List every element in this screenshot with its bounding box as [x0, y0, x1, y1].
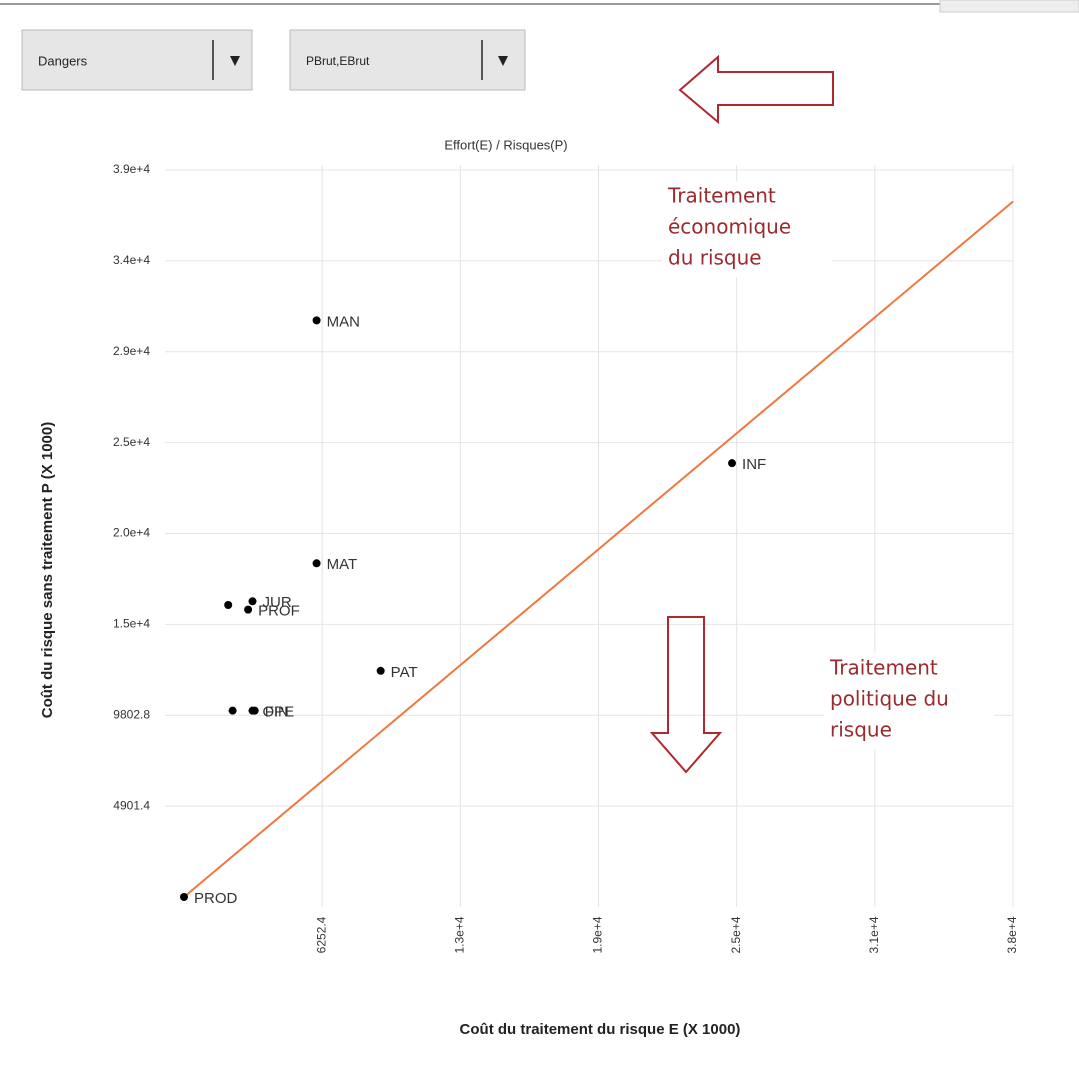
point — [180, 893, 188, 901]
x-tick-label: 1.3e+4 — [453, 916, 467, 953]
annotation: économique — [668, 215, 791, 239]
point-label: INF — [742, 456, 766, 473]
x-axis-label: Coût du traitement du risque E (X 1000) — [460, 1021, 741, 1038]
plot: Effort(E) / Risques(P) 4901.4 9802.8 1.5e+4… — [39, 137, 1019, 1038]
y-tick-label: 1.5e+4 — [113, 617, 150, 631]
point-label: PROD — [194, 890, 238, 907]
y-axis-label: Coût du risque sans traitement P (X 1000… — [39, 422, 56, 718]
y-tick-label: 9802.8 — [113, 707, 150, 721]
dropdown[interactable]: Dangers — [21, 29, 253, 91]
x-tick-label: 3.8e+4 — [1005, 916, 1019, 953]
point-label: PROF — [258, 603, 300, 620]
point — [376, 666, 385, 675]
point-label: FIN — [265, 704, 289, 721]
y-tick-label: 3.4e+4 — [113, 253, 150, 267]
x-tick-label: 2.5e+4 — [729, 916, 743, 953]
point — [248, 597, 257, 606]
arrow-down — [649, 616, 723, 774]
point-label: MAT — [327, 556, 358, 573]
y-tick-label: 2.0e+4 — [113, 526, 150, 540]
x-tick-label: 1.9e+4 — [591, 916, 605, 953]
y-tick-label: 2.5e+4 — [113, 435, 150, 449]
point — [250, 706, 259, 715]
y-tick-label: 4901.4 — [113, 798, 150, 812]
annotation: Traitement — [829, 656, 938, 680]
caret[interactable] — [230, 56, 240, 66]
annotation-bg — [824, 653, 994, 749]
dropdown-text[interactable]: PBrut,EBrut — [306, 54, 370, 68]
point-label: JUR — [263, 594, 292, 611]
point — [312, 316, 321, 325]
annotation: du risque — [668, 246, 762, 270]
caret[interactable] — [498, 56, 508, 66]
annotation-bg — [662, 181, 832, 277]
point — [228, 706, 237, 715]
point-label: PAT — [391, 664, 418, 681]
point — [312, 559, 321, 568]
dropdown-text[interactable]: Dangers — [38, 53, 88, 68]
arrow-left — [678, 54, 834, 125]
annotation: Traitement — [667, 184, 776, 208]
dropdown[interactable]: PBrut,EBrut — [289, 29, 526, 91]
annotation: risque — [830, 718, 892, 742]
point-label: MAN — [327, 313, 360, 330]
y-tick-label: 2.9e+4 — [113, 344, 150, 358]
point — [728, 459, 737, 468]
y-tick-label: 3.9e+4 — [113, 162, 150, 176]
chart-title: Effort(E) / Risques(P) — [444, 137, 567, 152]
diagonal-line — [183, 200, 1014, 898]
point — [224, 600, 233, 609]
point — [244, 605, 253, 614]
x-tick-label: 6252.4 — [314, 916, 328, 953]
annotation: politique du — [830, 687, 949, 711]
x-tick-label: 3.1e+4 — [867, 916, 881, 953]
point-label: OPE — [263, 704, 295, 721]
dropdown-box[interactable] — [289, 29, 526, 91]
top-tab — [939, 0, 1079, 13]
